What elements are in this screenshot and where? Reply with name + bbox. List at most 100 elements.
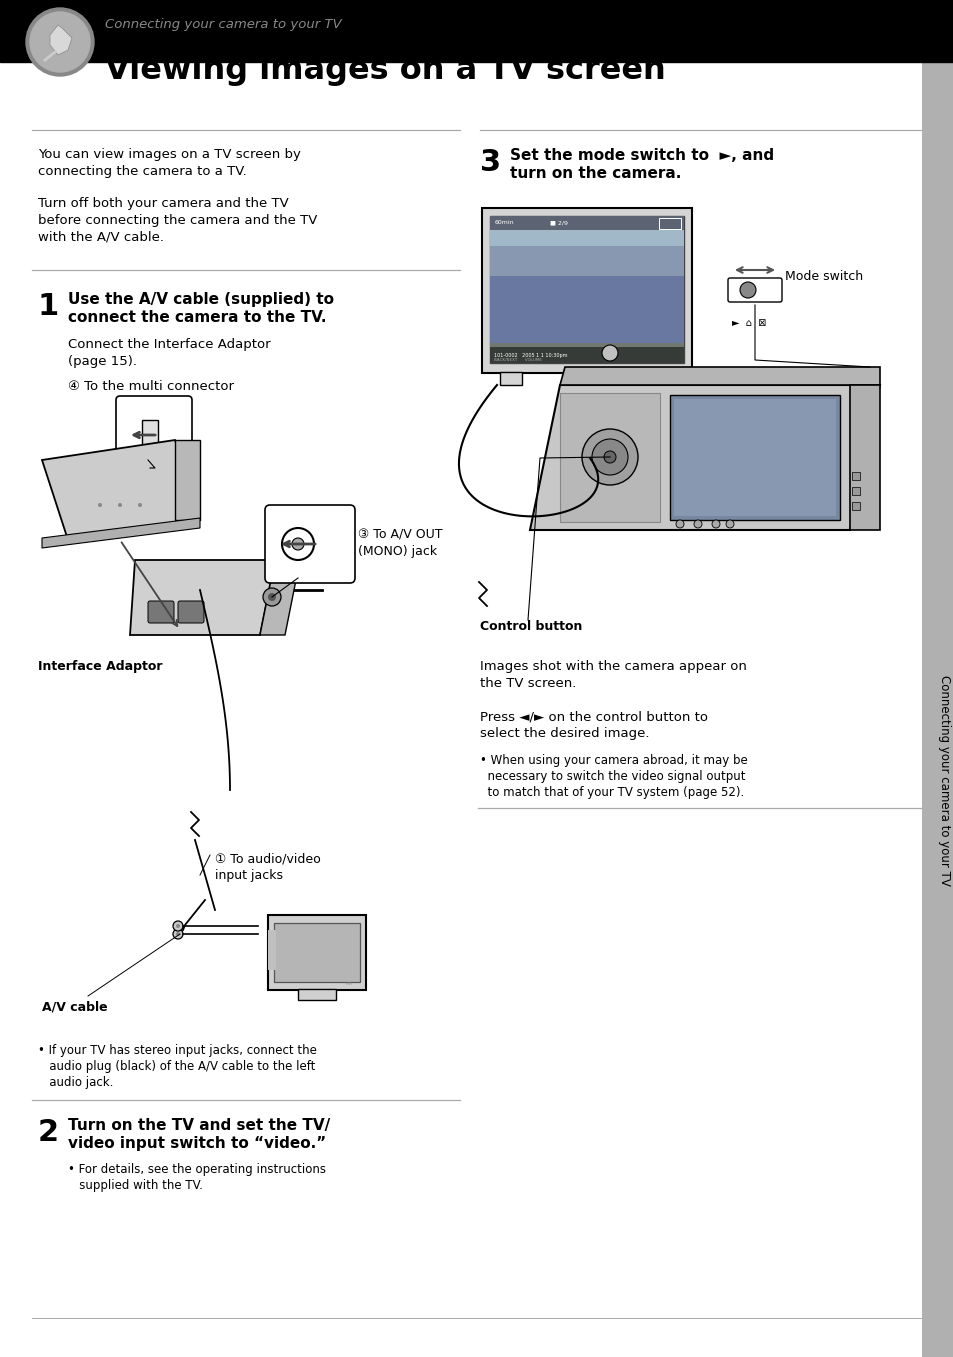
Bar xyxy=(490,347,683,364)
Bar xyxy=(490,216,683,246)
Bar xyxy=(490,275,683,343)
Text: Mode switch: Mode switch xyxy=(784,270,862,284)
Polygon shape xyxy=(50,24,71,56)
Text: (MONO) jack: (MONO) jack xyxy=(357,546,436,558)
Bar xyxy=(274,923,359,982)
FancyBboxPatch shape xyxy=(727,278,781,303)
Circle shape xyxy=(725,520,733,528)
Text: with the A/V cable.: with the A/V cable. xyxy=(38,231,164,244)
Text: 3: 3 xyxy=(479,148,500,176)
Circle shape xyxy=(601,345,618,361)
Bar xyxy=(142,421,158,451)
Text: the TV screen.: the TV screen. xyxy=(479,677,576,689)
Circle shape xyxy=(98,503,102,508)
Text: HiFi: HiFi xyxy=(346,982,353,987)
Text: 60min: 60min xyxy=(495,220,514,225)
Text: video input switch to “video.”: video input switch to “video.” xyxy=(68,1136,326,1151)
FancyBboxPatch shape xyxy=(148,601,173,623)
Text: Turn on the TV and set the TV/: Turn on the TV and set the TV/ xyxy=(68,1118,330,1133)
Text: connecting the camera to a TV.: connecting the camera to a TV. xyxy=(38,166,247,178)
Text: 1: 1 xyxy=(38,292,59,322)
Text: ►  ⌂  ⊠: ► ⌂ ⊠ xyxy=(731,318,765,328)
Polygon shape xyxy=(260,560,299,635)
Bar xyxy=(659,218,680,229)
Polygon shape xyxy=(130,560,274,635)
Polygon shape xyxy=(849,385,879,531)
Bar xyxy=(297,989,335,1000)
Bar xyxy=(0,0,953,62)
Text: (page 15).: (page 15). xyxy=(68,356,137,368)
Text: • When using your camera abroad, it may be: • When using your camera abroad, it may … xyxy=(479,754,747,767)
Bar xyxy=(481,208,691,373)
Text: Viewing images on a TV screen: Viewing images on a TV screen xyxy=(105,56,665,85)
Circle shape xyxy=(676,520,683,528)
Circle shape xyxy=(175,924,180,928)
Text: Press ◄/► on the control button to: Press ◄/► on the control button to xyxy=(479,710,707,723)
Bar xyxy=(673,399,835,516)
Bar xyxy=(851,487,859,495)
Text: before connecting the camera and the TV: before connecting the camera and the TV xyxy=(38,214,317,227)
Text: Images shot with the camera appear on: Images shot with the camera appear on xyxy=(479,660,746,673)
Text: ④ To the multi connector: ④ To the multi connector xyxy=(68,380,233,394)
Text: 2: 2 xyxy=(38,1118,59,1147)
Circle shape xyxy=(603,451,616,463)
FancyBboxPatch shape xyxy=(265,505,355,584)
Circle shape xyxy=(26,8,94,76)
Polygon shape xyxy=(174,440,200,520)
Text: Turn off both your camera and the TV: Turn off both your camera and the TV xyxy=(38,197,289,210)
Text: audio plug (black) of the A/V cable to the left: audio plug (black) of the A/V cable to t… xyxy=(38,1060,315,1073)
Circle shape xyxy=(172,921,183,931)
Bar xyxy=(851,502,859,510)
Text: A/V cable: A/V cable xyxy=(42,1000,108,1012)
Bar xyxy=(490,216,683,364)
Circle shape xyxy=(268,593,275,601)
Text: Control button: Control button xyxy=(479,620,581,632)
Circle shape xyxy=(175,932,180,936)
Text: audio jack.: audio jack. xyxy=(38,1076,113,1090)
Polygon shape xyxy=(42,440,200,540)
Bar xyxy=(490,216,683,229)
Circle shape xyxy=(592,440,627,475)
Bar xyxy=(490,343,683,364)
Text: BACK/NEXT      VOLUME: BACK/NEXT VOLUME xyxy=(494,358,541,362)
Circle shape xyxy=(138,503,142,508)
Text: ③ To A/V OUT: ③ To A/V OUT xyxy=(357,528,442,541)
Text: connect the camera to the TV.: connect the camera to the TV. xyxy=(68,309,326,324)
Bar xyxy=(921,0,953,1357)
Polygon shape xyxy=(559,366,879,385)
Bar xyxy=(499,372,521,385)
Bar xyxy=(490,246,683,275)
Circle shape xyxy=(282,528,314,560)
Text: to match that of your TV system (page 52).: to match that of your TV system (page 52… xyxy=(479,786,743,799)
Circle shape xyxy=(740,282,755,299)
Circle shape xyxy=(693,520,701,528)
Text: necessary to switch the video signal output: necessary to switch the video signal out… xyxy=(479,769,744,783)
Text: turn on the camera.: turn on the camera. xyxy=(510,166,680,180)
Text: 101-0002   2005 1 1 10:30pm: 101-0002 2005 1 1 10:30pm xyxy=(494,353,567,357)
Text: Use the A/V cable (supplied) to: Use the A/V cable (supplied) to xyxy=(68,292,334,307)
Text: Connecting your camera to your TV: Connecting your camera to your TV xyxy=(105,18,341,31)
Polygon shape xyxy=(42,518,200,548)
Bar xyxy=(669,395,840,520)
Text: • If your TV has stereo input jacks, connect the: • If your TV has stereo input jacks, con… xyxy=(38,1044,316,1057)
Text: You can view images on a TV screen by: You can view images on a TV screen by xyxy=(38,148,300,161)
Text: ■ 2/9: ■ 2/9 xyxy=(550,220,567,225)
Circle shape xyxy=(263,588,281,607)
Circle shape xyxy=(118,503,122,508)
Circle shape xyxy=(172,930,183,939)
Text: input jacks: input jacks xyxy=(214,868,283,882)
Text: Set the mode switch to  ►, and: Set the mode switch to ►, and xyxy=(510,148,773,163)
Text: • For details, see the operating instructions: • For details, see the operating instruc… xyxy=(68,1163,326,1177)
Polygon shape xyxy=(530,385,879,531)
Text: select the desired image.: select the desired image. xyxy=(479,727,649,740)
Circle shape xyxy=(711,520,720,528)
Text: supplied with the TV.: supplied with the TV. xyxy=(68,1179,203,1191)
Bar xyxy=(851,472,859,480)
Bar xyxy=(268,930,275,970)
Text: ① To audio/video: ① To audio/video xyxy=(214,852,320,864)
Bar xyxy=(268,915,366,991)
Text: Connect the Interface Adaptor: Connect the Interface Adaptor xyxy=(68,338,271,351)
FancyBboxPatch shape xyxy=(116,396,192,472)
FancyBboxPatch shape xyxy=(178,601,204,623)
Text: Connecting your camera to your TV: Connecting your camera to your TV xyxy=(937,674,950,885)
